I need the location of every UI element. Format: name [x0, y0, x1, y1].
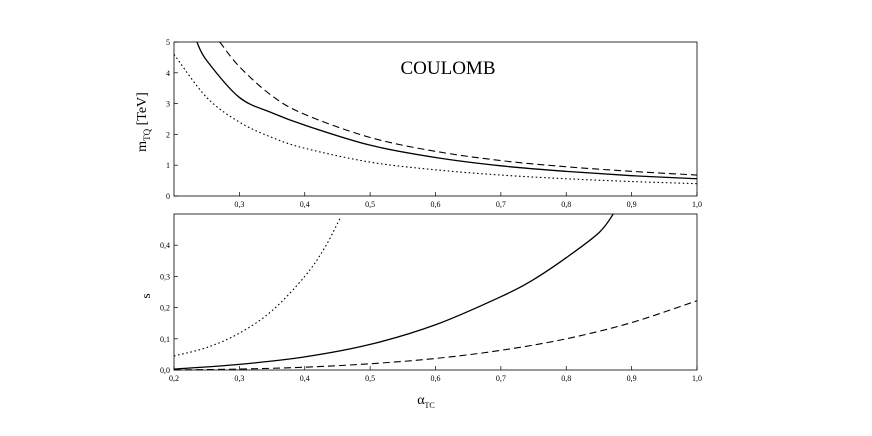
bottom-x-tick-label-1: 0,3: [234, 374, 244, 383]
bottom-x-tick-label-7: 0,9: [627, 374, 637, 383]
bottom-x-tick-label-2: 0,4: [300, 374, 310, 383]
top-y-tick-label-5: 5: [166, 38, 170, 47]
top-y-axis-label-main: m: [135, 141, 150, 152]
top-x-tick-label-4: 0,7: [496, 200, 506, 209]
top-y-tick-label-4: 4: [166, 69, 170, 78]
bottom-x-axis-label-sub: TC: [425, 401, 435, 410]
bottom-axis-ticks: 0,2 0,3 0,4 0,5 0,6 0,7 0,8 0,9 1,0 0,0 0,1 0,2 0,3 0…: [160, 241, 702, 383]
top-x-tick-label-3: 0,6: [431, 200, 441, 209]
bottom-x-axis-label-main: α: [417, 393, 425, 408]
top-y-axis-label: mTQ [TeV]: [135, 92, 152, 152]
top-x-tick-label-5: 0,8: [561, 200, 571, 209]
bottom-series-line-solid: [173, 213, 614, 370]
top-y-tick-label-3: 3: [166, 100, 170, 109]
top-y-axis-label-sub: TQ: [142, 128, 152, 140]
bottom-x-tick-label-4: 0,6: [431, 374, 441, 383]
bottom-series-line-dashed: [173, 300, 698, 371]
bottom-series-lines: [173, 213, 698, 371]
bottom-y-tick-label-0: 0,0: [160, 366, 170, 375]
bottom-y-tick-label-1: 0,1: [160, 335, 170, 344]
top-x-tick-label-6: 0,9: [627, 200, 637, 209]
top-x-tick-label-0: 0,3: [234, 200, 244, 209]
chart-title: COULOMB: [400, 58, 495, 79]
bottom-y-tick-label-4: 0,4: [160, 241, 170, 250]
top-x-tick-label-1: 0,4: [300, 200, 310, 209]
top-series-line-dashed: [219, 41, 698, 176]
bottom-x-tick-label-0: 0,2: [169, 374, 179, 383]
top-y-tick-label-1: 1: [166, 161, 170, 170]
top-x-tick-label-2: 0,5: [365, 200, 375, 209]
top-chart-panel: 0,3 0,4 0,5 0,6 0,7 0,8 0,9 1,0 0 1 2 3 4 5 COULOMB m…: [135, 38, 702, 209]
bottom-series-line-dotted: [173, 216, 342, 357]
top-series-line-solid: [196, 41, 698, 180]
top-axis-ticks: 0,3 0,4 0,5 0,6 0,7 0,8 0,9 1,0 0 1 2 3 4 5: [166, 38, 702, 209]
bottom-x-axis-label: αTC: [417, 393, 435, 410]
top-y-tick-label-0: 0: [166, 192, 170, 201]
top-y-tick-label-2: 2: [166, 130, 170, 139]
bottom-chart-panel: 0,2 0,3 0,4 0,5 0,6 0,7 0,8 0,9 1,0 0,0 0,1 0,2 0,3 0…: [138, 213, 702, 410]
bottom-x-tick-label-3: 0,5: [365, 374, 375, 383]
top-series-line-dotted: [173, 53, 698, 185]
bottom-x-tick-label-8: 1,0: [692, 374, 702, 383]
bottom-y-tick-label-3: 0,3: [160, 272, 170, 281]
bottom-plot-frame: [173, 213, 698, 371]
bottom-x-tick-label-5: 0,7: [496, 374, 506, 383]
bottom-x-tick-label-6: 0,8: [561, 374, 571, 383]
top-series-lines: [173, 41, 698, 185]
bottom-y-axis-label: s: [138, 293, 153, 298]
top-y-axis-label-unit: [TeV]: [135, 92, 150, 129]
bottom-y-tick-label-2: 0,2: [160, 304, 170, 313]
top-x-tick-label-7: 1,0: [692, 200, 702, 209]
